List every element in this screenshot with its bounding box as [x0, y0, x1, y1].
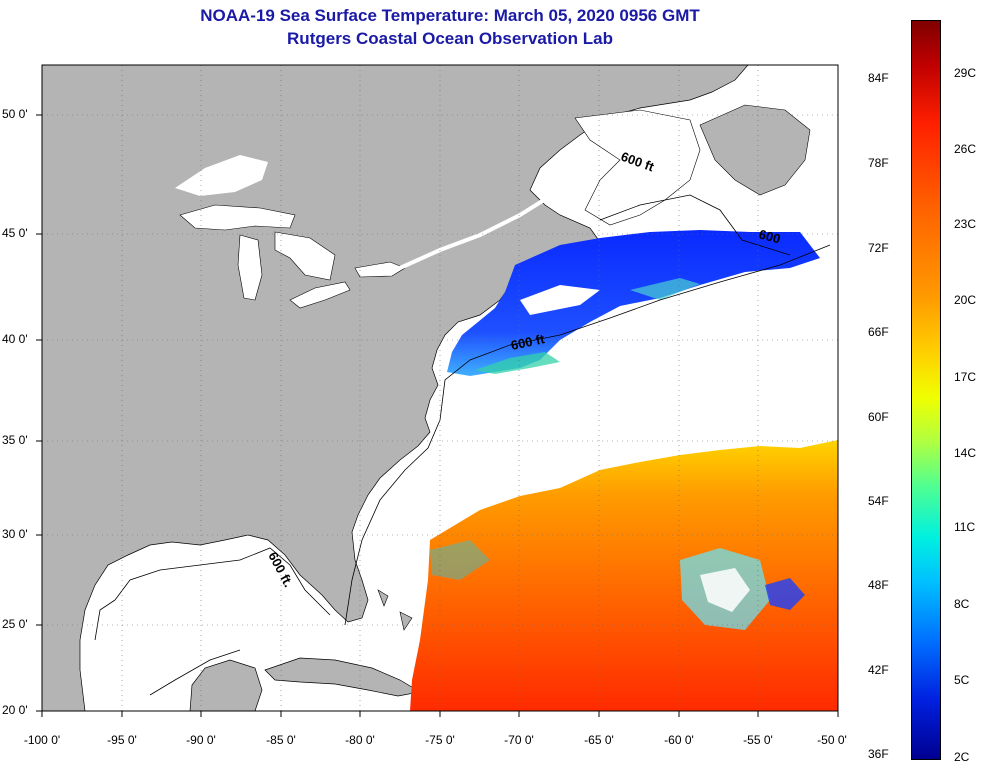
- sst-warm-swath: [410, 440, 838, 711]
- sst-cold-swath: [447, 230, 820, 376]
- lake-superior: [179, 204, 296, 231]
- sst-blue-eddy: [765, 578, 805, 610]
- lon-label: -80 0': [345, 733, 375, 747]
- sst-coastal-teal: [430, 540, 490, 580]
- colorbar-c-label: 2C: [954, 750, 970, 764]
- axis-ticks: [36, 114, 839, 717]
- lon-label: -95 0': [107, 733, 137, 747]
- lake-erie: [289, 281, 351, 309]
- cuba-land: [264, 657, 421, 697]
- gulf-of-st-lawrence: [574, 109, 701, 226]
- colorbar-f-label: 66F: [868, 325, 889, 339]
- lon-label: -75 0': [425, 733, 455, 747]
- lat-label: 25 0': [2, 617, 28, 631]
- map-title: NOAA-19 Sea Surface Temperature: March 0…: [200, 6, 700, 25]
- lon-label: -90 0': [186, 733, 216, 747]
- colorbar-c-label: 26C: [954, 142, 977, 156]
- lon-label: -60 0': [664, 733, 694, 747]
- isobath-600ft: [114, 194, 831, 626]
- colorbar-c-label: 5C: [954, 673, 970, 687]
- lat-label: 50 0': [2, 107, 28, 121]
- sst-cloud-gap: [520, 285, 600, 315]
- sst-cloud-patch: [700, 568, 750, 612]
- lake-michigan: [237, 234, 263, 301]
- bahamas-land: [377, 589, 413, 631]
- sst-shelf-green-2: [630, 278, 700, 300]
- map-subtitle: Rutgers Coastal Ocean Observation Lab: [287, 29, 613, 48]
- colorbar-c-label: 23C: [954, 217, 977, 231]
- isobath-label: 600: [757, 226, 782, 246]
- lon-label: -55 0': [743, 733, 773, 747]
- james-bay: [175, 155, 268, 196]
- colorbar-c-label: 29C: [954, 66, 977, 80]
- lon-label: -70 0': [504, 733, 534, 747]
- newfoundland-land: [699, 104, 811, 196]
- lake-ontario: [354, 261, 406, 278]
- lat-label: 30 0': [2, 527, 28, 541]
- lat-label: 40 0': [2, 332, 28, 346]
- sst-shelf-green: [475, 352, 560, 374]
- lake-huron: [274, 231, 336, 281]
- isobath-600ft-gulf: [94, 599, 241, 696]
- colorbar-c-label: 11C: [954, 520, 976, 534]
- colorbar-f-label: 42F: [868, 663, 889, 677]
- st-lawrence-river: [399, 173, 587, 270]
- colorbar-f-label: 60F: [868, 410, 889, 424]
- lat-label: 45 0': [2, 226, 28, 240]
- isobath-label: 600 ft: [510, 331, 547, 353]
- colorbar-f-label: 72F: [868, 241, 889, 255]
- colorbar-f-label: 78F: [868, 156, 889, 170]
- lon-label: -50 0': [817, 733, 847, 747]
- colorbar-c-label: 20C: [954, 293, 977, 307]
- lat-label: 20 0': [2, 703, 28, 717]
- colorbar-c-label: 14C: [954, 446, 977, 460]
- colorbar-f-label: 36F: [868, 747, 889, 761]
- temperature-colorbar: [911, 20, 941, 760]
- lon-label: -85 0': [266, 733, 296, 747]
- colorbar-c-label: 8C: [954, 597, 970, 611]
- colorbar-f-label: 54F: [868, 494, 889, 508]
- colorbar-f-label: 48F: [868, 578, 889, 592]
- lon-label: -65 0': [584, 733, 614, 747]
- colorbar-c-label: 17C: [954, 370, 977, 384]
- lat-label: 35 0': [2, 433, 28, 447]
- yucatan-land: [189, 659, 263, 711]
- colorbar-f-label: 84F: [868, 71, 889, 85]
- lon-label: -100 0': [23, 733, 61, 747]
